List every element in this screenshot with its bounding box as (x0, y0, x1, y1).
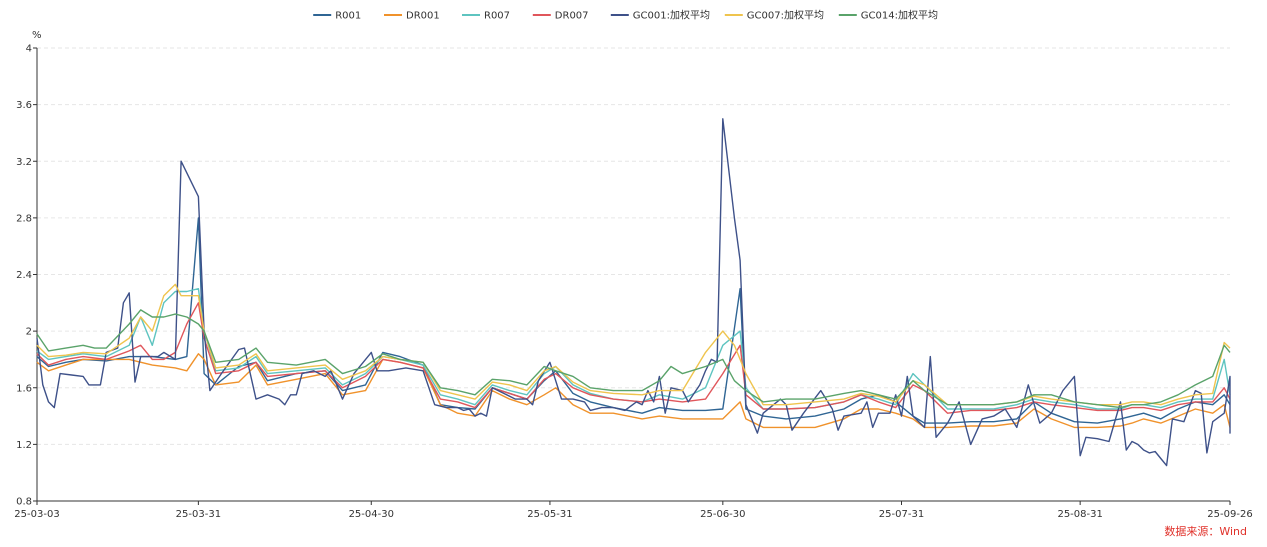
legend-label: GC014:加权平均 (861, 9, 938, 22)
legend: R001 DR001 R007 DR007 GC001:加权平均 GC007:加权平均 GC… (313, 9, 938, 22)
legend-item[interactable]: R001 (313, 11, 361, 22)
x-tick-label: 25-03-03 (14, 509, 59, 520)
legend-label: R007 (484, 11, 510, 22)
series-lines (36, 118, 1231, 467)
y-tick-label: 2.4 (16, 270, 32, 281)
series-line-3 (36, 302, 1231, 414)
x-axis-ticks: 25-03-03 25-03-31 25-04-30 25-05-31 25-06-30… (14, 501, 1253, 520)
legend-item[interactable]: GC014:加权平均 (838, 9, 938, 22)
legend-label: R001 (335, 11, 361, 22)
y-tick-label: 3.2 (16, 157, 32, 168)
x-tick-label: 25-03-31 (176, 509, 221, 520)
y-tick-label: 0.8 (16, 497, 32, 508)
x-tick-label: 25-05-31 (527, 509, 572, 520)
y-tick-label: 2.8 (16, 213, 32, 224)
y-tick-label: 2 (26, 327, 32, 338)
series-line-6 (36, 309, 1231, 409)
series-line-5 (36, 283, 1231, 406)
x-tick-label: 25-07-31 (879, 509, 924, 520)
legend-item[interactable]: GC001:加权平均 (610, 9, 710, 22)
series-line-0 (36, 217, 1231, 424)
x-tick-label: 25-04-30 (349, 509, 394, 520)
x-tick-label: 25-06-30 (700, 509, 745, 520)
series-line-1 (36, 353, 1231, 429)
y-tick-label: 4 (26, 44, 32, 55)
legend-item[interactable]: DR007 (532, 11, 589, 22)
legend-label: GC007:加权平均 (747, 9, 824, 22)
legend-item[interactable]: R007 (462, 11, 510, 22)
y-axis-ticks: 0.8 1.2 1.6 2 2.4 2.8 3.2 3.6 4 (16, 44, 37, 508)
legend-item[interactable]: GC007:加权平均 (724, 9, 824, 22)
legend-label: DR001 (406, 11, 440, 22)
x-tick-label: 25-09-26 (1207, 509, 1252, 520)
y-tick-label: 3.6 (16, 100, 32, 111)
data-source-note: 数据来源：Wind (1164, 524, 1247, 538)
y-tick-label: 1.6 (16, 383, 32, 394)
grid-lines (37, 47, 1230, 445)
x-tick-label: 25-08-31 (1057, 509, 1102, 520)
y-tick-label: 1.2 (16, 440, 32, 451)
legend-item[interactable]: DR001 (384, 11, 440, 22)
y-axis-unit: % (32, 30, 42, 41)
legend-label: GC001:加权平均 (633, 9, 710, 22)
series-line-4 (36, 118, 1231, 467)
legend-label: DR007 (555, 11, 589, 22)
